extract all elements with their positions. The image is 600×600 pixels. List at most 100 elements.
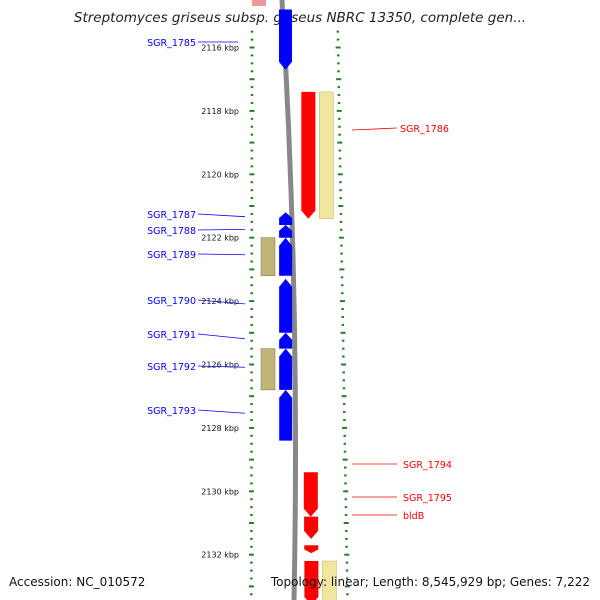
tick-mark-right	[337, 141, 343, 144]
tick-mark-right	[340, 252, 343, 255]
gene-leader-line	[197, 228, 246, 231]
gene-arrow-sgr_1787	[279, 212, 293, 226]
tick-mark-right	[343, 434, 346, 437]
tick-mark-right	[343, 450, 347, 453]
gene-arrow-sgr_1791	[279, 332, 293, 349]
tick-mark-right	[337, 70, 340, 73]
tick-mark-left	[250, 165, 254, 168]
tick-mark-right	[338, 165, 342, 168]
tick-mark-right	[338, 157, 342, 160]
tick-mark-right	[339, 189, 342, 192]
tick-mark-right	[339, 268, 345, 271]
tick-mark-left	[248, 585, 254, 588]
tick-mark-left	[249, 363, 255, 366]
tick-mark-left	[250, 339, 253, 342]
tick-mark-left	[250, 133, 254, 136]
axis-tick-label: 2116 kbp	[201, 44, 239, 53]
tick-mark-left	[250, 498, 253, 501]
cds-feature	[260, 237, 276, 277]
axis-tick-label: 2122 kbp	[201, 234, 239, 243]
gene-arrow-sgr_1794	[303, 472, 318, 517]
tick-mark-right	[338, 125, 341, 128]
tick-mark-right	[343, 490, 349, 493]
tick-mark-left	[250, 244, 254, 247]
tick-mark-left	[250, 86, 254, 89]
tick-mark-left	[249, 46, 255, 49]
gene-label: SGR_1789	[147, 250, 196, 261]
tick-mark-left	[250, 537, 253, 540]
tick-mark-left	[250, 411, 253, 414]
tick-mark-right	[342, 379, 346, 382]
tick-mark-left	[249, 173, 255, 176]
tick-mark-right	[343, 522, 349, 524]
tick-mark-left	[248, 522, 254, 524]
axis-tick-label: 2130 kbp	[201, 487, 239, 496]
tick-mark-right	[339, 220, 343, 223]
tick-mark-right	[342, 403, 346, 406]
tick-mark-right	[341, 339, 345, 342]
gene-label: SGR_1785	[147, 38, 196, 49]
tick-mark-right	[340, 276, 344, 279]
tick-mark-left	[250, 30, 254, 33]
tick-mark-left	[250, 355, 253, 358]
tick-mark-left	[248, 458, 254, 461]
tick-mark-left	[250, 292, 253, 295]
tick-mark-left	[249, 236, 255, 239]
gene-label: SGR_1788	[147, 226, 196, 237]
tick-mark-right	[345, 561, 349, 564]
tick-mark-right	[343, 411, 346, 414]
tick-mark-right	[338, 236, 344, 239]
tick-mark-right	[336, 109, 342, 112]
tick-mark-left	[250, 101, 254, 104]
gene-leader-line	[197, 365, 246, 368]
gene-label: SGR_1795	[403, 493, 452, 504]
axis-tick-label: 2120 kbp	[201, 170, 239, 179]
tick-mark-right	[340, 331, 346, 334]
axis-tick-label: 2128 kbp	[201, 424, 239, 433]
tick-mark-right	[340, 284, 344, 287]
tick-mark-left	[250, 371, 253, 374]
tick-mark-left	[249, 109, 255, 112]
gene-arrow-sgr_1792	[279, 348, 293, 390]
gene-label: SGR_1794	[403, 460, 452, 471]
gene-fragment	[252, 0, 266, 6]
tick-mark-left	[250, 466, 253, 469]
chromosome-backbone	[279, 0, 298, 600]
tick-mark-right	[344, 514, 348, 517]
tick-mark-right	[335, 46, 341, 49]
tick-mark-left	[250, 117, 254, 120]
page-title: Streptomyces griseus subsp. griseus NBRC…	[73, 10, 527, 26]
tick-mark-left	[250, 569, 253, 572]
gene-leader-line	[351, 127, 398, 131]
gene-arrow-unlabeled	[304, 561, 319, 600]
tick-mark-right	[337, 54, 340, 57]
tick-mark-left	[249, 300, 255, 303]
tick-mark-right	[342, 387, 346, 390]
tick-mark-right	[345, 537, 348, 540]
gene-label: SGR_1793	[147, 406, 196, 417]
tick-mark-left	[249, 426, 255, 429]
tick-mark-left	[248, 553, 254, 556]
tick-mark-left	[249, 78, 255, 81]
tick-mark-right	[338, 149, 342, 152]
tick-mark-right	[345, 569, 349, 572]
tick-mark-left	[250, 38, 254, 41]
tick-mark-left	[249, 205, 255, 207]
tick-mark-left	[250, 474, 253, 477]
tick-mark-right	[344, 498, 348, 501]
gene-arrow-sgr_1795	[304, 516, 319, 539]
tick-mark-right	[336, 30, 340, 33]
tick-mark-left	[250, 482, 253, 485]
tick-mark-right	[338, 117, 341, 120]
tick-mark-right	[345, 577, 349, 580]
tick-mark-left	[250, 252, 253, 255]
tick-mark-right	[337, 86, 341, 89]
tick-mark-left	[250, 315, 253, 318]
tick-mark-left	[250, 220, 254, 223]
tick-mark-left	[250, 418, 253, 421]
gene-leader-line	[197, 213, 246, 218]
tick-mark-right	[346, 593, 349, 596]
tick-mark-left	[250, 593, 253, 596]
tick-mark-right	[338, 133, 341, 136]
